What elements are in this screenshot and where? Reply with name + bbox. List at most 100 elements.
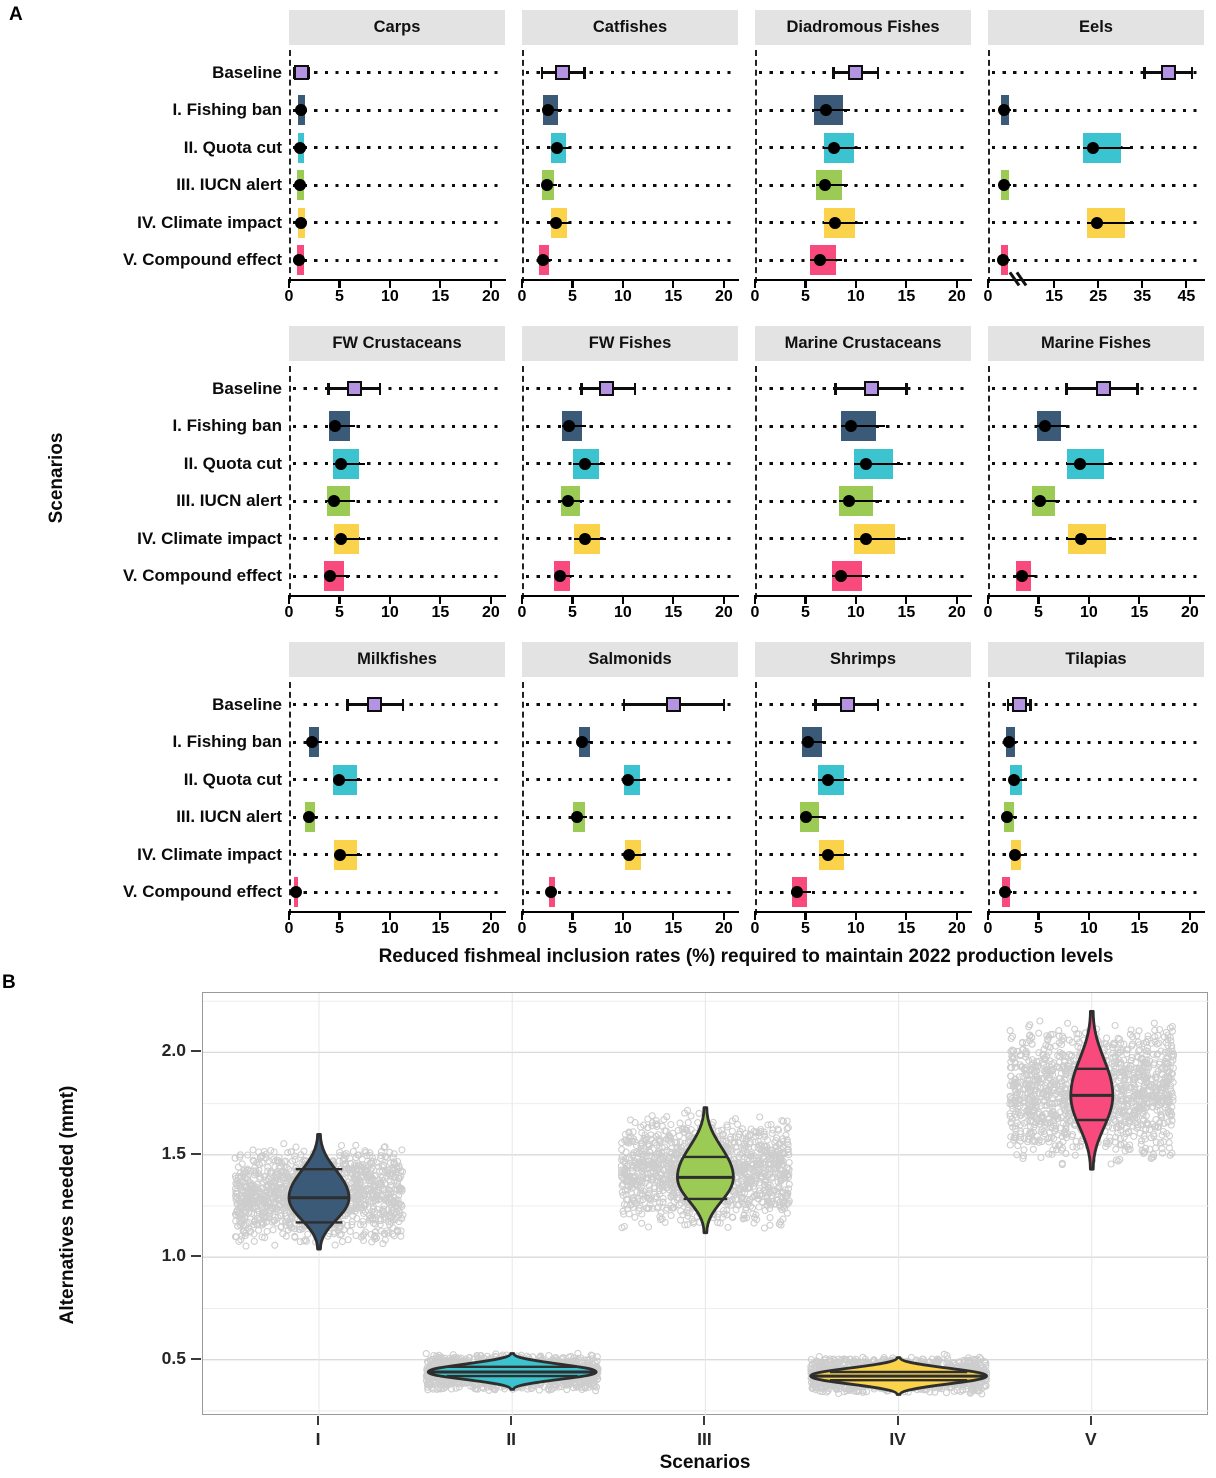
interval-line	[1066, 462, 1114, 465]
facet-x-axis: 0 5 10 15 20	[751, 595, 972, 625]
axis-tick-label: 0	[284, 920, 294, 937]
baseline-marker	[840, 697, 856, 713]
facet-x-axis: 0 5 10 15 20	[984, 595, 1205, 625]
facet-milkfishes: Milkfishes 0 5 10 15 20	[285, 642, 506, 941]
mean-dot	[1038, 420, 1051, 433]
facet-x-axis: 0 5 10 15 20	[518, 279, 739, 309]
dotted-guide-line	[759, 815, 969, 819]
mean-dot	[293, 254, 306, 267]
mean-dot	[295, 216, 308, 229]
interval-line	[813, 109, 851, 112]
axis-tick-label: 0	[750, 604, 760, 621]
dotted-guide-line	[526, 108, 736, 112]
baseline-whisker-cap	[346, 698, 349, 711]
dotted-guide-line	[293, 146, 503, 150]
mean-dot	[294, 141, 307, 154]
mean-dot	[1073, 457, 1086, 470]
mean-dot	[329, 420, 342, 433]
axis-line	[521, 595, 739, 598]
axis-tick-label: 5	[801, 920, 810, 937]
b-y-tick-label: 2.0	[161, 1040, 186, 1061]
facet-plot	[289, 682, 505, 915]
scenario-label: Baseline	[212, 62, 282, 82]
axis-tick-label: 15	[431, 604, 450, 621]
facet-title: Eels	[988, 10, 1204, 45]
mean-dot	[622, 848, 635, 861]
baseline-whisker-cap	[832, 66, 836, 79]
axis-line	[754, 595, 972, 598]
axis-tick-label: 20	[1180, 604, 1199, 621]
facet-title: Shrimps	[755, 642, 971, 677]
axis-tick	[1138, 913, 1141, 920]
axis-tick	[804, 913, 807, 920]
axis-tick-label: 15	[1130, 604, 1149, 621]
baseline-whisker-cap	[378, 382, 382, 395]
violin-plot-area	[202, 992, 1209, 1416]
axis-tick	[1037, 597, 1040, 604]
interval-line	[823, 146, 862, 149]
axis-tick-label: 10	[847, 288, 865, 305]
dotted-guide-line	[293, 108, 503, 112]
interval-line	[334, 537, 365, 540]
axis-line	[288, 595, 506, 598]
interval-line	[1086, 221, 1135, 224]
facet-x-axis: 0 5 10 15 20	[751, 279, 972, 309]
dotted-guide-line	[293, 499, 503, 503]
zero-axis-dashed-line	[988, 50, 990, 283]
dotted-guide-line	[526, 499, 736, 503]
mean-dot	[575, 736, 588, 749]
axis-tick	[905, 913, 908, 920]
baseline-whisker-cap	[580, 382, 583, 395]
scenario-label-column: Baseline I. Fishing ban II. Quota cut III. …	[0, 642, 289, 941]
zero-axis-dashed-line	[522, 50, 524, 283]
baseline-marker	[347, 381, 363, 397]
facet-x-axis: 0 15 25 35 45	[984, 271, 1205, 309]
zero-axis-dashed-line	[988, 682, 990, 915]
mean-dot	[818, 179, 831, 192]
mean-dot	[834, 570, 847, 583]
facet-title: Diadromous Fishes	[755, 10, 971, 45]
axis-tick	[955, 913, 958, 920]
axis-line	[987, 279, 1205, 282]
mean-dot	[997, 254, 1010, 267]
violin-svg	[203, 993, 1209, 1416]
scenario-label: II. Quota cut	[183, 137, 282, 157]
b-x-tick	[1089, 1416, 1092, 1425]
b-x-tick	[510, 1416, 513, 1425]
dotted-guide-line	[759, 258, 969, 262]
axis-tick	[753, 597, 757, 604]
dotted-guide-line	[526, 221, 736, 225]
facet-diadromous-fishes: Diadromous Fishes 0 5 10 15 20	[751, 10, 972, 309]
axis-line	[754, 279, 972, 282]
interval-line	[333, 778, 363, 781]
dotted-guide-line	[293, 740, 503, 744]
dotted-guide-line	[992, 258, 1202, 262]
baseline-marker	[848, 65, 864, 81]
baseline-whisker-cap	[307, 66, 311, 79]
axis-tick	[1188, 913, 1191, 920]
baseline-whisker-cap	[1065, 382, 1069, 395]
axis-tick-label: 20	[481, 604, 500, 621]
dotted-guide-line	[293, 258, 503, 262]
panel-b-y-axis-title: Alternatives needed (mmt)	[57, 1085, 78, 1325]
scenario-label: IV. Climate impact	[137, 528, 282, 548]
dotted-guide-line	[526, 740, 736, 744]
dotted-guide-line	[293, 890, 503, 894]
axis-tick	[804, 281, 807, 288]
mean-dot	[844, 420, 857, 433]
axis-line	[521, 279, 739, 282]
axis-tick	[1141, 281, 1144, 288]
axis-tick-label: 10	[381, 604, 399, 621]
mean-dot	[554, 570, 567, 583]
baseline-whisker-cap	[876, 66, 880, 79]
mean-dot	[537, 254, 550, 267]
axis-line	[288, 911, 506, 914]
baseline-whisker-cap	[834, 382, 838, 395]
b-x-tick	[316, 1416, 320, 1425]
axis-tick	[571, 597, 574, 604]
baseline-marker	[1095, 381, 1111, 397]
dotted-guide-line	[992, 778, 1202, 782]
mean-dot	[997, 179, 1010, 192]
axis-tick-label: 15	[664, 920, 683, 937]
dotted-guide-line	[293, 853, 503, 857]
